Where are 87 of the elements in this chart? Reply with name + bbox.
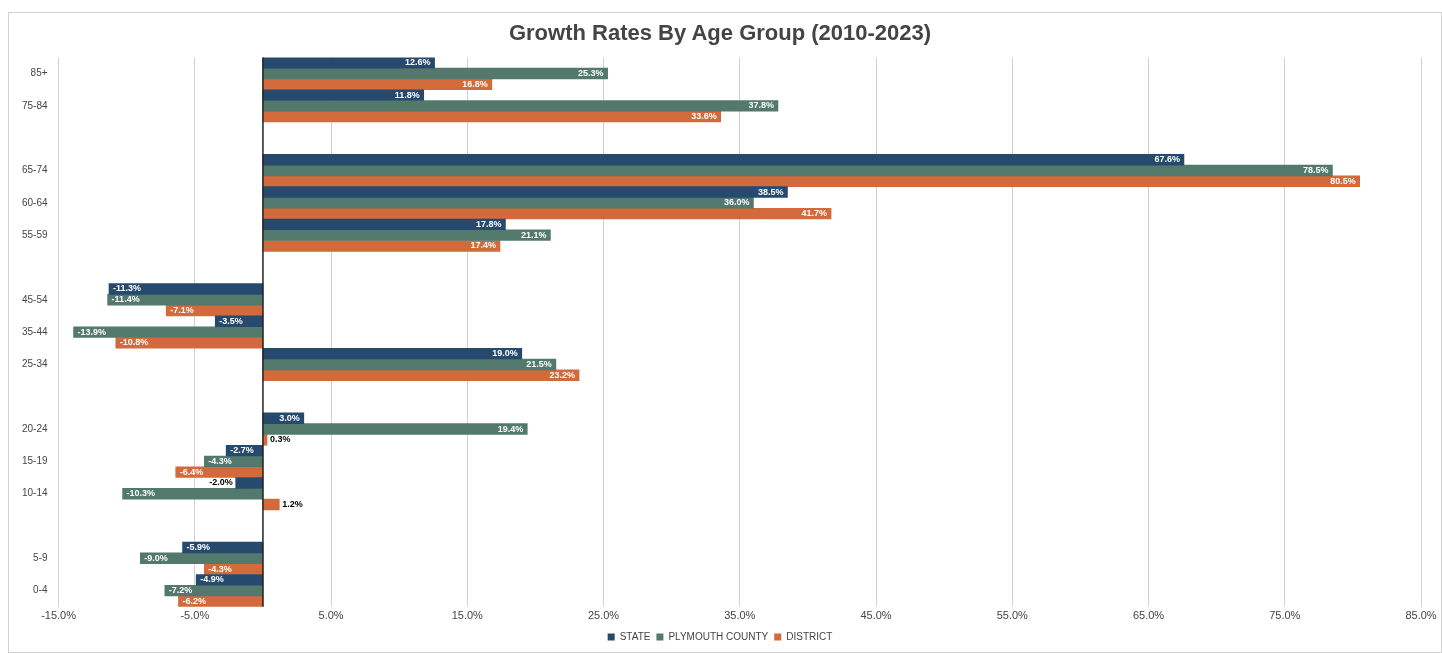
data-label: 78.5%: [1302, 165, 1329, 175]
bar: [262, 369, 580, 381]
data-label: 11.8%: [394, 89, 420, 100]
x-tick-label: -15.0%: [41, 609, 77, 622]
data-label: 41.7%: [801, 208, 828, 219]
y-tick-label: 45-54: [22, 293, 49, 305]
data-label: 21.5%: [526, 358, 552, 369]
bar: [262, 57, 435, 69]
data-label: -6.4%: [179, 466, 204, 477]
bar: [108, 283, 264, 295]
x-tick-label: 35.0%: [724, 609, 756, 622]
data-label: 16.8%: [462, 78, 488, 89]
y-tick-label: 55-59: [22, 228, 49, 240]
data-label: -4.3%: [208, 455, 232, 466]
data-label: 67.6%: [1154, 154, 1180, 165]
data-label: 19.4%: [497, 423, 524, 434]
data-label: 17.8%: [475, 218, 502, 229]
data-label: 19.0%: [492, 348, 518, 359]
bar: [262, 154, 1185, 166]
bar: [235, 477, 264, 489]
x-tick-label: 25.0%: [587, 609, 620, 622]
y-tick-label: 60-64: [22, 196, 49, 208]
x-tick-label: 5.0%: [318, 609, 344, 622]
bar: [262, 229, 551, 241]
data-label: 23.2%: [549, 369, 576, 380]
data-label: 12.6%: [405, 57, 431, 68]
x-tick-label: 65.0%: [1132, 609, 1165, 622]
bar: [262, 197, 754, 209]
data-label: 25.3%: [578, 68, 604, 79]
y-tick-label: 35-44: [22, 325, 49, 337]
bar: [262, 358, 557, 371]
data-label: -6.2%: [182, 595, 206, 606]
chart-title: Growth Rates By Age Group (2010-2023): [508, 20, 932, 46]
data-label: 36.0%: [723, 197, 750, 208]
bar: [262, 423, 528, 435]
data-label: -9.0%: [144, 552, 168, 563]
data-label: 80.5%: [1330, 175, 1356, 186]
y-tick-label: 25-34: [22, 358, 49, 370]
data-label: -2.0%: [209, 477, 233, 488]
legend-label: STATE: [619, 630, 651, 642]
data-label: -10.8%: [119, 337, 149, 348]
data-label: 0.3%: [270, 434, 291, 445]
y-tick-label: 0-4: [33, 584, 49, 596]
y-tick-label: 85+: [30, 67, 48, 79]
data-label: 1.2%: [282, 498, 303, 509]
legend-label: PLYMOUTH COUNTY: [668, 630, 769, 642]
data-label: -11.3%: [112, 283, 142, 294]
y-tick-label: 15-19: [22, 455, 49, 467]
data-label: -5.9%: [186, 542, 211, 553]
bar: [262, 100, 779, 112]
data-label: -4.3%: [208, 563, 232, 574]
data-label: -11.4%: [111, 294, 140, 305]
x-tick-label: -5.0%: [180, 609, 210, 622]
bar: [262, 164, 1333, 177]
data-label: 38.5%: [757, 186, 784, 197]
x-tick-label: 85.0%: [1405, 609, 1437, 622]
bar: [262, 240, 501, 252]
y-tick-label: 20-24: [22, 422, 49, 434]
x-tick-label: 45.0%: [860, 609, 892, 622]
data-label: 33.6%: [691, 111, 717, 122]
bar: [262, 347, 523, 360]
data-label: -7.1%: [170, 305, 194, 316]
data-label: -2.7%: [230, 445, 254, 456]
data-label: -10.3%: [126, 488, 156, 499]
y-tick-label: 5-9: [33, 552, 49, 564]
data-label: 17.4%: [470, 240, 497, 251]
x-tick-label: 15.0%: [451, 609, 484, 622]
data-label: -4.9%: [200, 574, 224, 585]
data-label: -13.9%: [77, 326, 107, 337]
data-label: -7.2%: [168, 585, 193, 596]
data-label: 3.0%: [279, 412, 300, 423]
y-tick-label: 75-84: [22, 99, 49, 111]
bar: [262, 218, 506, 231]
x-tick-label: 55.0%: [996, 609, 1029, 622]
data-label: -3.5%: [219, 315, 243, 326]
bar: [262, 186, 788, 198]
y-tick-label: 10-14: [22, 487, 49, 499]
x-tick-label: 75.0%: [1269, 609, 1301, 622]
y-tick-label: 65-74: [22, 164, 49, 176]
bar: [195, 574, 264, 586]
legend-label: DISTRICT: [786, 630, 833, 642]
bar: [262, 175, 1361, 187]
bar: [73, 326, 264, 338]
data-label: 21.1%: [520, 229, 547, 240]
data-label: 37.8%: [748, 100, 774, 111]
bar: [262, 89, 425, 101]
bar: [262, 498, 280, 511]
